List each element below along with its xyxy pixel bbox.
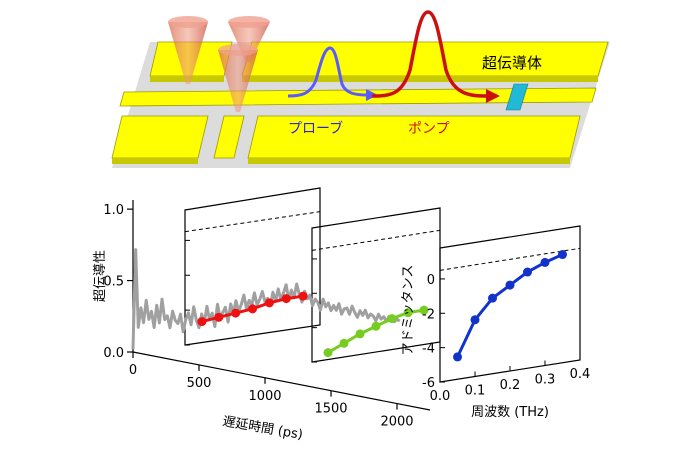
main-x-tick-label: 0: [129, 363, 137, 378]
spectrum-panels: -6 -4 -2 0 0.0 0.1 0.2 0.3 0.4: [184, 211, 591, 404]
admittance-data-point: [231, 308, 241, 318]
laser-cone-top: [228, 16, 270, 28]
main-x-tick-label: 1000: [248, 389, 281, 404]
admittance-data-point: [387, 314, 397, 324]
admittance-data-point: [264, 298, 274, 308]
panel-y-tick-label: -6: [422, 376, 435, 391]
panel-dashed-reference: [439, 247, 581, 271]
pump-label: ポンプ: [408, 121, 450, 137]
admittance-data-point: [488, 293, 497, 303]
admittance-label: アドミッタンス: [401, 265, 416, 356]
superconductor: [505, 83, 529, 111]
superconductor-label: 超伝導体: [482, 54, 542, 72]
panel-x-tick-label: 0.1: [465, 384, 486, 399]
main-chart: 0.0 0.5 1.0 0 500 1000 1500 2000: [103, 203, 413, 429]
admittance-data-point: [281, 294, 291, 304]
main-y-tick-label: 0.5: [103, 275, 124, 290]
admittance-data-point: [453, 352, 462, 362]
frequency-label: 周波数 (THz): [471, 405, 549, 420]
bottom-strip-left-side: [112, 158, 198, 164]
admittance-series-line: [456, 253, 564, 358]
top-strip-right-side: [242, 76, 598, 82]
admittance-data-point: [558, 250, 567, 260]
admittance-data-point: [355, 329, 365, 339]
main-y-tick-label: 0.0: [103, 346, 124, 361]
panel-y-tick-label: 0: [427, 273, 435, 288]
admittance-data-point: [248, 304, 257, 314]
admittance-data-point: [419, 305, 429, 315]
laser-cone-top: [218, 44, 258, 56]
laser-cone: [218, 50, 258, 112]
pump-arrowhead: [486, 89, 500, 103]
main-y-tick-label: 1.0: [103, 203, 124, 218]
panel-x-tick-label: 0.2: [500, 378, 521, 393]
laser-cone-top: [168, 16, 208, 28]
probe-label: プローブ: [288, 120, 343, 137]
device-schematic: 超伝導体 プローブ ポンプ: [111, 10, 610, 168]
panel-x-tick-label: 0.3: [535, 373, 556, 388]
top-strip-right: [241, 41, 609, 77]
main-x-axis: [132, 351, 431, 411]
panel-1-frame: [184, 187, 321, 346]
admittance-data-point: [371, 321, 381, 331]
bottom-strip-mid: [213, 115, 245, 159]
panel-2-frame: [311, 207, 441, 363]
laser-beams: [168, 16, 270, 112]
main-x-tick-label: 2000: [380, 415, 413, 430]
main-x-label: 遅延時間 (ps): [221, 414, 304, 443]
laser-cone: [168, 22, 208, 84]
panel-y-tick-label: -2: [422, 307, 435, 322]
admittance-data-point: [197, 317, 207, 327]
laser-cone: [228, 22, 270, 62]
admittance-data-point: [339, 338, 349, 348]
panel-dashed-reference: [311, 229, 441, 251]
admittance-data-point: [523, 267, 532, 277]
admittance-data-point: [505, 280, 515, 290]
panel-dashed-reference: [184, 211, 321, 233]
main-x-tick-label: 500: [187, 376, 212, 391]
pump-pulse: [371, 10, 489, 98]
admittance-data-point: [470, 315, 480, 325]
probe-pulse: [287, 46, 369, 98]
bottom-strip-right-side: [248, 158, 570, 164]
admittance-data-point: [403, 308, 413, 318]
admittance-data-point: [323, 348, 333, 358]
panel-x-tick-label: 0.0: [430, 389, 451, 404]
panel-y-tick-label: -4: [422, 342, 435, 357]
main-y-label: 超伝導性: [93, 250, 108, 302]
admittance-data-point: [214, 312, 224, 322]
admittance-data-point: [298, 291, 308, 301]
panel-x-tick-label: 0.4: [570, 367, 591, 382]
bottom-strip-left: [111, 115, 209, 159]
admittance-data-point: [540, 257, 550, 267]
main-x-tick-label: 1500: [314, 402, 347, 417]
